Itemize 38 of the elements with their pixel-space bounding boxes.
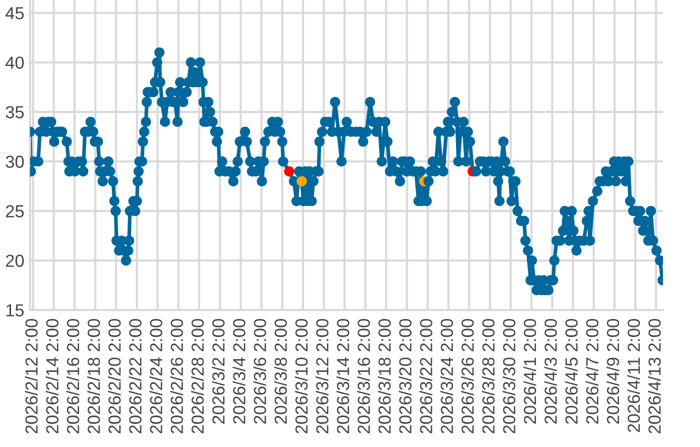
x-tick-label: 2026/2/22 2:00 (128, 319, 142, 434)
x-tick-label: 2026/4/11 2:00 (627, 319, 640, 432)
x-tick-label: 2026/4/9 2:00 (606, 319, 620, 424)
x-tick-label: 2026/3/12 2:00 (316, 319, 328, 434)
x-tick-label: 2026/2/12 2:00 (24, 319, 38, 434)
x-tick-label: 2026/2/14 2:00 (46, 319, 58, 434)
x-tick-label: 2026/3/14 2:00 (336, 319, 350, 434)
x-tick-label: 2026/3/2 2:00 (212, 319, 225, 424)
y-tick-label: 30 (6, 156, 24, 168)
x-tick-label: 2026/3/4 2:00 (232, 319, 246, 424)
x-tick-label: 2026/4/5 2:00 (564, 319, 578, 424)
x-tick-label: 2026/3/6 2:00 (253, 319, 266, 424)
x-tick-label: 2026/2/18 2:00 (87, 319, 100, 434)
x-tick-label: 2026/3/20 2:00 (398, 319, 412, 434)
y-tick-label: 35 (6, 106, 24, 118)
x-tick-label: 2026/2/26 2:00 (170, 319, 184, 434)
x-tick-label: 2026/4/3 2:00 (544, 319, 557, 424)
x-tick-label: 2026/3/16 2:00 (357, 319, 370, 434)
x-tick-label: 2026/4/1 2:00 (523, 319, 536, 424)
y-tick-label: 25 (6, 205, 24, 218)
x-tick-label: 2026/3/22 2:00 (420, 319, 432, 434)
x-tick-label: 2026/3/24 2:00 (440, 319, 454, 434)
x-tick-label: 2026/3/8 2:00 (274, 319, 287, 424)
y-tick-label: 20 (6, 254, 24, 267)
x-tick-label: 2026/3/28 2:00 (482, 319, 495, 434)
x-tick-label: 2026/2/28 2:00 (191, 319, 204, 434)
x-tick-label: 2026/3/30 2:00 (502, 319, 516, 434)
x-tick-label: 2026/4/7 2:00 (586, 319, 598, 424)
x-tick-label: 2026/3/26 2:00 (461, 319, 474, 434)
y-tick-label: 15 (6, 304, 24, 316)
x-tick-label: 2026/2/16 2:00 (66, 319, 80, 434)
x-tick-label: 2026/3/10 2:00 (294, 319, 308, 434)
x-tick-label: 2026/4/13 2:00 (648, 319, 661, 434)
x-tick-label: 2026/3/18 2:00 (378, 319, 391, 434)
x-tick-label: 2026/2/20 2:00 (108, 319, 121, 434)
y-tick-label: 40 (6, 56, 24, 69)
y-tick-label: 45 (6, 7, 24, 20)
x-tick-label: 2026/2/24 2:00 (150, 319, 162, 434)
